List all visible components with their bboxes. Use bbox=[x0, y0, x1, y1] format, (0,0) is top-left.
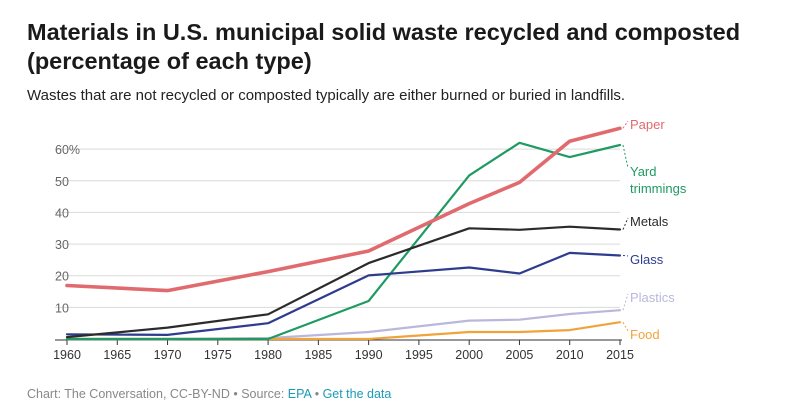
legend-leader bbox=[622, 321, 629, 332]
x-tick-label: 1960 bbox=[53, 348, 81, 362]
legend-label: trimmings bbox=[630, 181, 687, 196]
footer-separator-2: • bbox=[314, 387, 320, 401]
y-tick-label: 30 bbox=[55, 238, 69, 252]
y-tick-label: 10 bbox=[55, 301, 69, 315]
footer-separator: • bbox=[233, 387, 238, 401]
x-tick-label: 2010 bbox=[556, 348, 584, 362]
get-the-data-link[interactable]: Get the data bbox=[322, 387, 392, 401]
x-tick-label: 1965 bbox=[103, 348, 131, 362]
legend-label: Plastics bbox=[630, 290, 675, 305]
series-line-glass bbox=[65, 251, 622, 336]
source-link[interactable]: EPA bbox=[287, 387, 312, 401]
source-prefix: Source: bbox=[241, 387, 285, 401]
x-tick-label: 1975 bbox=[204, 348, 232, 362]
x-tick-label: 2000 bbox=[455, 348, 483, 362]
legend-label: Yard bbox=[630, 164, 657, 179]
legend-label: Paper bbox=[630, 117, 665, 132]
legend-leader bbox=[622, 144, 629, 169]
x-tick-label: 2015 bbox=[606, 348, 634, 362]
x-tick-label: 1980 bbox=[254, 348, 282, 362]
legend-label: Metals bbox=[630, 214, 669, 229]
x-tick-label: 1995 bbox=[405, 348, 433, 362]
x-tick-label: 1970 bbox=[154, 348, 182, 362]
legend-label: Food bbox=[630, 327, 660, 342]
y-tick-label: 40 bbox=[55, 206, 69, 220]
y-tick-label: 20 bbox=[55, 270, 69, 284]
legend-leader bbox=[622, 254, 629, 257]
y-tick-label: 60% bbox=[55, 143, 80, 157]
series-line-food bbox=[65, 321, 622, 341]
credit-text: Chart: The Conversation, CC-BY-ND bbox=[27, 387, 230, 401]
line-chart: 10 20 30 40 50 60% 1960 1965 1970 1975 1980 1985 199… bbox=[53, 117, 687, 362]
chart-subtitle: Wastes that are not recycled or composte… bbox=[27, 87, 626, 104]
x-tick-label: 1990 bbox=[355, 348, 383, 362]
series-line-yard-trimmings bbox=[65, 141, 622, 341]
chart-footer: Chart: The Conversation, CC-BY-ND • Sour… bbox=[27, 387, 391, 401]
legend-leader bbox=[622, 120, 629, 129]
x-tick-label: 1985 bbox=[304, 348, 332, 362]
legend-leader bbox=[622, 293, 629, 311]
chart-title: Materials in U.S. municipal solid waste … bbox=[27, 19, 741, 74]
series-line-paper bbox=[65, 126, 622, 293]
series-line-metals bbox=[65, 225, 622, 339]
legend-label: Glass bbox=[630, 252, 664, 267]
x-tick-label: 2005 bbox=[506, 348, 534, 362]
legend-leader bbox=[622, 217, 629, 230]
y-tick-label: 50 bbox=[55, 175, 69, 189]
